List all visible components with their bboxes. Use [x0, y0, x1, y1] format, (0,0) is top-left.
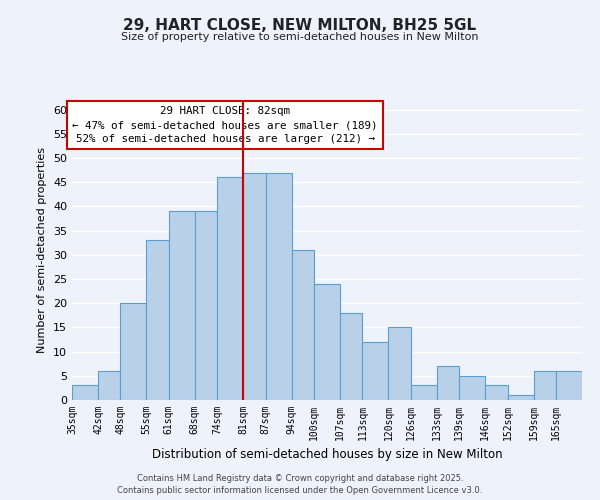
Bar [314, 284, 340, 400]
Bar [388, 328, 411, 400]
Bar [98, 371, 121, 400]
Bar [195, 212, 217, 400]
Bar [437, 366, 459, 400]
Bar [556, 371, 582, 400]
Bar [169, 212, 195, 400]
Bar [146, 240, 169, 400]
Bar [533, 371, 556, 400]
X-axis label: Distribution of semi-detached houses by size in New Milton: Distribution of semi-detached houses by … [152, 448, 502, 462]
Bar [217, 178, 243, 400]
Bar [266, 172, 292, 400]
Text: 29 HART CLOSE: 82sqm
← 47% of semi-detached houses are smaller (189)
52% of semi: 29 HART CLOSE: 82sqm ← 47% of semi-detac… [72, 106, 378, 144]
Bar [72, 386, 98, 400]
Bar [508, 395, 533, 400]
Y-axis label: Number of semi-detached properties: Number of semi-detached properties [37, 147, 47, 353]
Text: Contains HM Land Registry data © Crown copyright and database right 2025.
Contai: Contains HM Land Registry data © Crown c… [118, 474, 482, 495]
Bar [485, 386, 508, 400]
Bar [340, 313, 362, 400]
Bar [459, 376, 485, 400]
Text: Size of property relative to semi-detached houses in New Milton: Size of property relative to semi-detach… [121, 32, 479, 42]
Bar [243, 172, 266, 400]
Bar [411, 386, 437, 400]
Bar [292, 250, 314, 400]
Bar [362, 342, 388, 400]
Text: 29, HART CLOSE, NEW MILTON, BH25 5GL: 29, HART CLOSE, NEW MILTON, BH25 5GL [124, 18, 476, 32]
Bar [121, 303, 146, 400]
